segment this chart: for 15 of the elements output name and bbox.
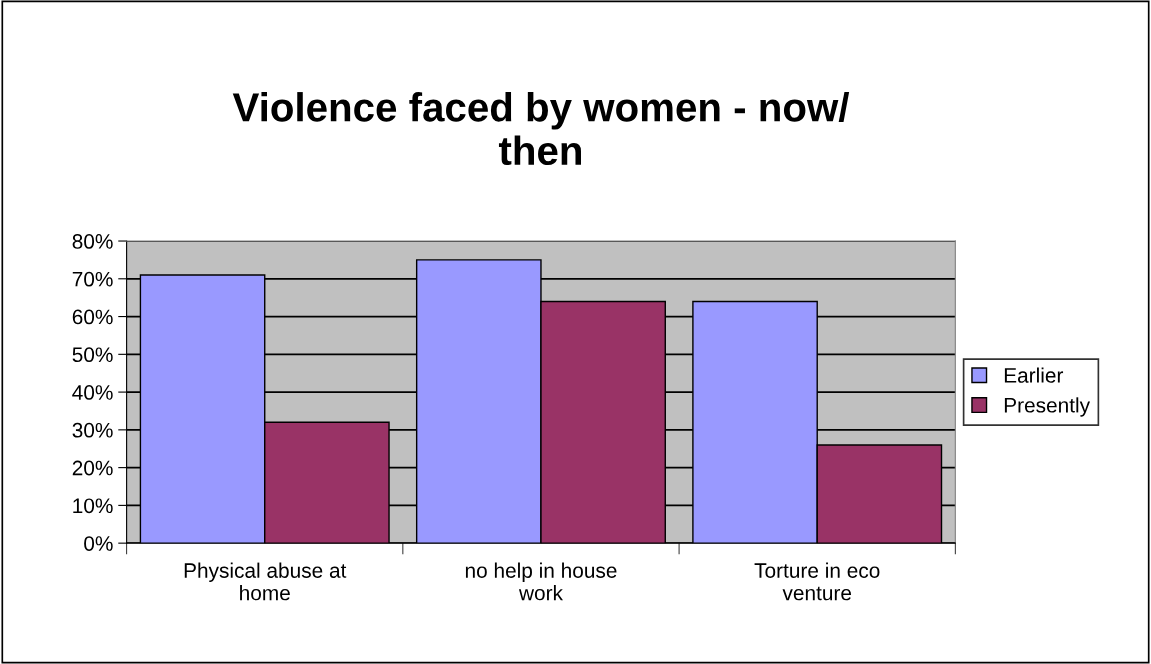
y-tick-label: 20% xyxy=(72,460,113,476)
x-tick-label: Physical abuse at home xyxy=(184,562,347,601)
y-tick-label: 40% xyxy=(72,385,113,400)
y-tick-label: 30% xyxy=(72,422,113,438)
y-tick-label: 70% xyxy=(72,271,113,287)
y-tick-label: 50% xyxy=(72,347,113,363)
x-tick-label: no help in house work xyxy=(465,562,617,601)
legend-label: Presently xyxy=(1004,397,1090,417)
legend-label: Earlier xyxy=(1004,367,1064,383)
y-tick-label: 60% xyxy=(72,309,113,325)
chart-title: Violence faced by women - now/ then xyxy=(232,92,850,166)
y-tick-label: 80% xyxy=(72,234,113,249)
y-tick-label: 0% xyxy=(84,536,113,551)
x-tick-label: Torture in eco venture xyxy=(754,562,880,601)
y-tick-label: 10% xyxy=(73,498,113,514)
